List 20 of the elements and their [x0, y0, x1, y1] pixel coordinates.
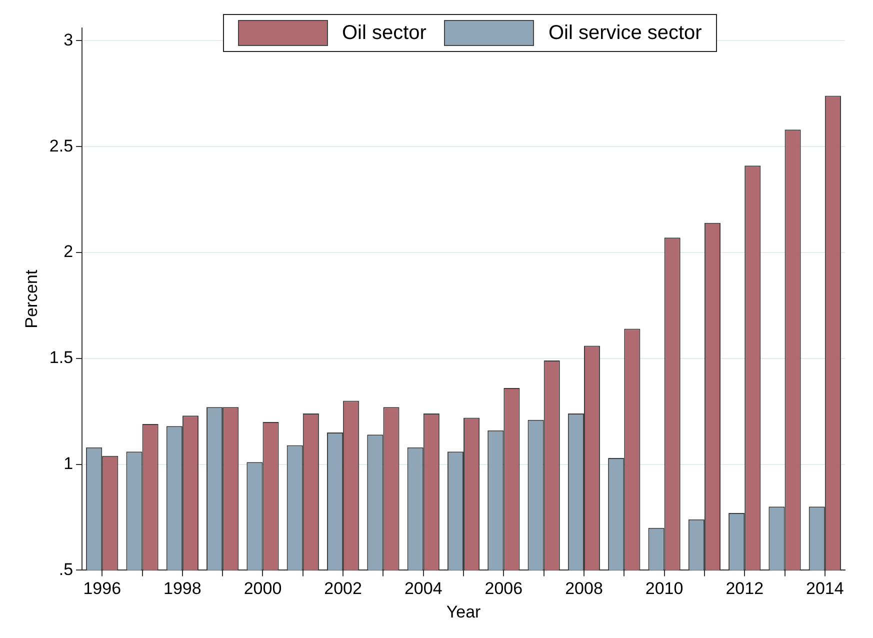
y-tick-label: 1.5: [49, 348, 74, 368]
x-tick-label: 2014: [806, 579, 844, 598]
x-tick-label: 2002: [324, 579, 362, 598]
y-tick-label: 3: [64, 30, 74, 50]
y-tick-label: 2.5: [49, 136, 74, 156]
y-tick-label: 1: [64, 454, 74, 473]
y-tick-label: 2: [64, 242, 74, 262]
x-tick-label: 1996: [83, 579, 122, 598]
x-tick-label: 2000: [244, 579, 282, 598]
x-tick-label: 2004: [404, 579, 442, 598]
x-tick-label: 2012: [726, 579, 764, 598]
y-axis-title: Percent: [22, 270, 41, 328]
x-axis-title: Year: [446, 602, 482, 622]
x-tick-label: 1998: [164, 579, 202, 598]
x-tick-label: 2006: [484, 579, 523, 598]
y-tick-label: .5: [58, 560, 74, 579]
x-tick-label: 2008: [565, 579, 603, 598]
legend-label: Oil sector: [342, 22, 426, 44]
x-tick-label: 2010: [645, 579, 684, 598]
legend-label: Oil service sector: [548, 22, 702, 44]
